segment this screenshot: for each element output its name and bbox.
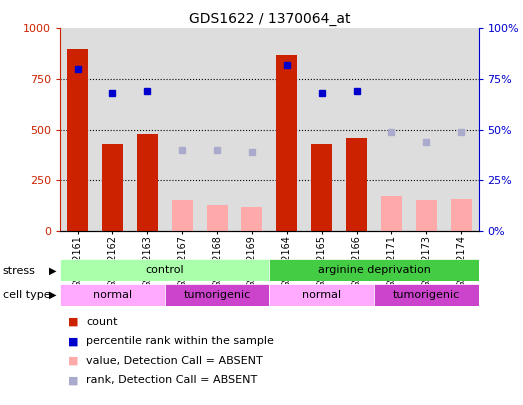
Text: ■: ■ [68,375,78,385]
Text: tumorigenic: tumorigenic [184,290,251,300]
Text: ■: ■ [68,337,78,346]
Text: cell type: cell type [3,290,50,300]
Bar [269,284,374,306]
Bar [102,144,123,231]
Text: control: control [145,265,184,275]
Text: ▶: ▶ [49,290,56,300]
Bar [276,55,297,231]
Text: tumorigenic: tumorigenic [393,290,460,300]
Text: rank, Detection Call = ABSENT: rank, Detection Call = ABSENT [86,375,257,385]
Text: count: count [86,317,118,327]
Bar [269,259,479,281]
Bar [207,205,228,231]
Bar [67,49,88,231]
Title: GDS1622 / 1370064_at: GDS1622 / 1370064_at [189,12,350,26]
Bar [416,200,437,231]
Bar [381,196,402,231]
Bar [374,284,479,306]
Bar [60,284,165,306]
Bar [172,200,192,231]
Text: normal: normal [302,290,341,300]
Text: normal: normal [93,290,132,300]
Text: stress: stress [3,266,36,275]
Bar [137,134,158,231]
Bar [242,207,263,231]
Text: ■: ■ [68,317,78,327]
Text: percentile rank within the sample: percentile rank within the sample [86,337,274,346]
Text: ■: ■ [68,356,78,366]
Text: value, Detection Call = ABSENT: value, Detection Call = ABSENT [86,356,263,366]
Bar [346,138,367,231]
Bar [165,284,269,306]
Bar [60,259,269,281]
Text: arginine deprivation: arginine deprivation [317,265,430,275]
Bar [311,144,332,231]
Bar [451,200,472,231]
Text: ▶: ▶ [49,266,56,275]
